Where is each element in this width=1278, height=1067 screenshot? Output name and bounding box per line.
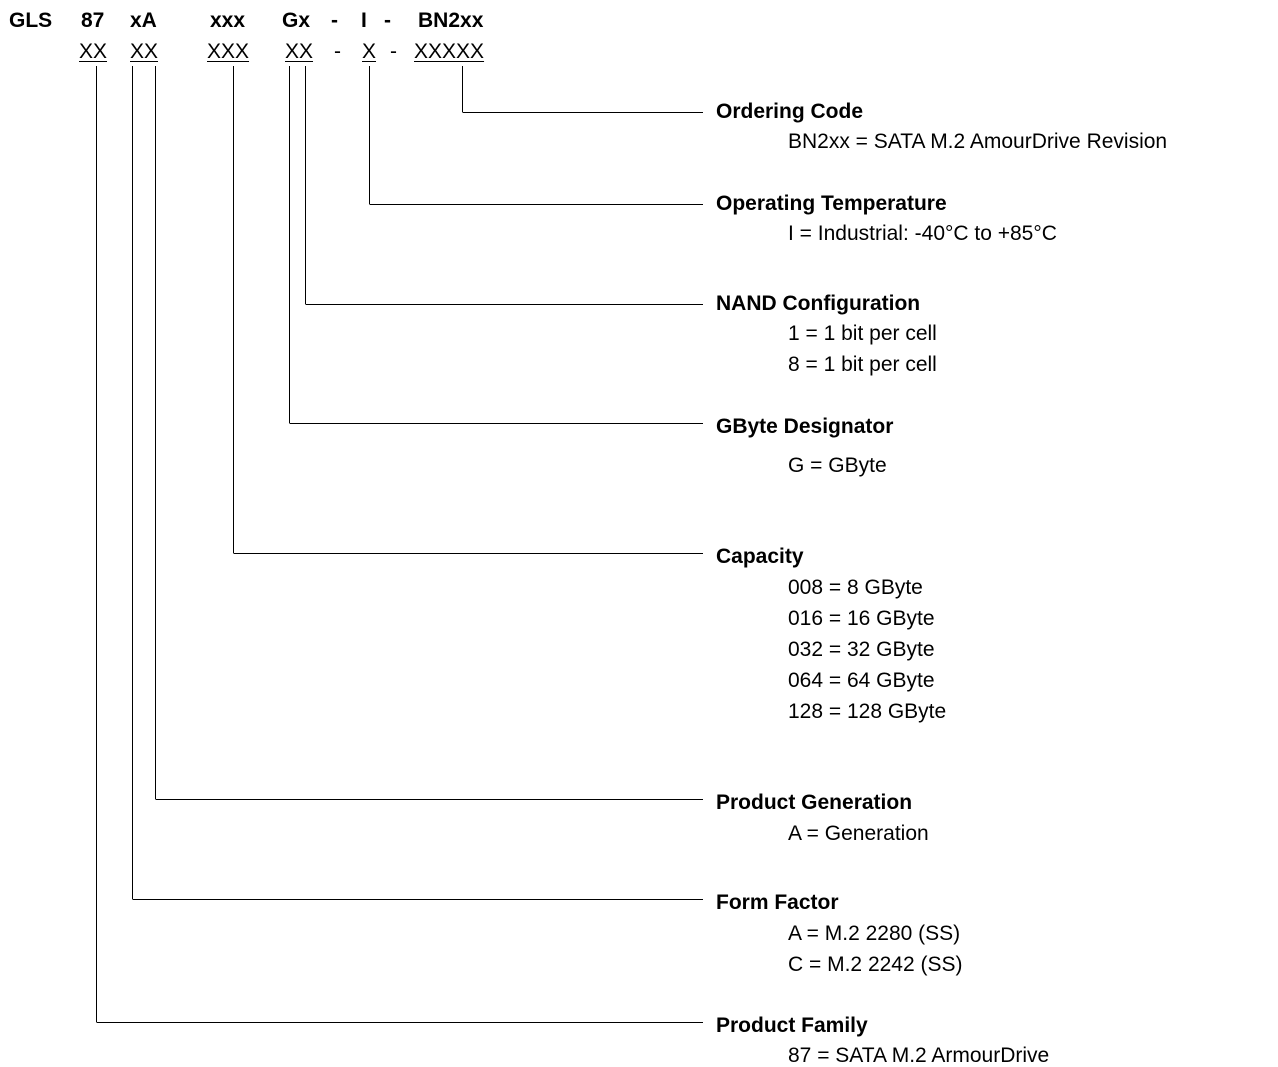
format-capacity: XXX — [207, 40, 250, 63]
legend-capacity-title: Capacity — [716, 545, 804, 568]
part-field-form-generation: xA — [130, 9, 157, 32]
format-ordering-code: XXXXX — [414, 40, 485, 63]
legend-gbyte-option: G = GByte — [788, 454, 887, 477]
legend-capacity-option: 128 = 128 GByte — [788, 700, 947, 723]
format-temperature: X — [362, 40, 377, 63]
legend-temperature-option: I = Industrial: -40°C to +85°C — [788, 222, 1057, 245]
format-family: XX — [79, 40, 108, 63]
part-field-ordering-code: BN2xx — [418, 9, 484, 32]
legend-generation-option: A = Generation — [788, 822, 929, 845]
legend-gbyte-title: GByte Designator — [716, 415, 894, 438]
legend-capacity-option: 016 = 16 GByte — [788, 607, 935, 630]
legend-form-factor-option: C = M.2 2242 (SS) — [788, 953, 963, 976]
part-field-capacity: xxx — [210, 9, 246, 32]
format-form-generation: XX — [130, 40, 159, 63]
legend-generation-title: Product Generation — [716, 791, 913, 814]
legend-form-factor-option: A = M.2 2280 (SS) — [788, 922, 961, 945]
part-field-nand-gbyte: Gx — [282, 9, 311, 32]
legend-nand-option: 1 = 1 bit per cell — [788, 322, 937, 345]
legend-nand-option: 8 = 1 bit per cell — [788, 353, 937, 376]
part-prefix: GLS — [9, 9, 53, 32]
part-field-family: 87 — [81, 9, 105, 32]
legend-ordering-code-title: Ordering Code — [716, 100, 864, 123]
legend-ordering-code-option: BN2xx = SATA M.2 AmourDrive Revision — [788, 130, 1168, 153]
legend-temperature-title: Operating Temperature — [716, 192, 947, 215]
legend-family-title: Product Family — [716, 1014, 868, 1037]
legend-nand-title: NAND Configuration — [716, 292, 921, 315]
legend-family-option: 87 = SATA M.2 ArmourDrive — [788, 1044, 1050, 1067]
legend-capacity-option: 032 = 32 GByte — [788, 638, 935, 661]
legend-capacity-option: 064 = 64 GByte — [788, 669, 935, 692]
part-field-temperature: I — [361, 9, 367, 32]
part-dash-2: - — [384, 9, 391, 32]
legend-capacity-option: 008 = 8 GByte — [788, 576, 923, 599]
format-dash-2: - — [390, 40, 397, 63]
format-dash-1: - — [334, 40, 341, 63]
part-dash-1: - — [331, 9, 338, 32]
format-nand-gbyte: XX — [285, 40, 314, 63]
legend-form-factor-title: Form Factor — [716, 891, 839, 914]
